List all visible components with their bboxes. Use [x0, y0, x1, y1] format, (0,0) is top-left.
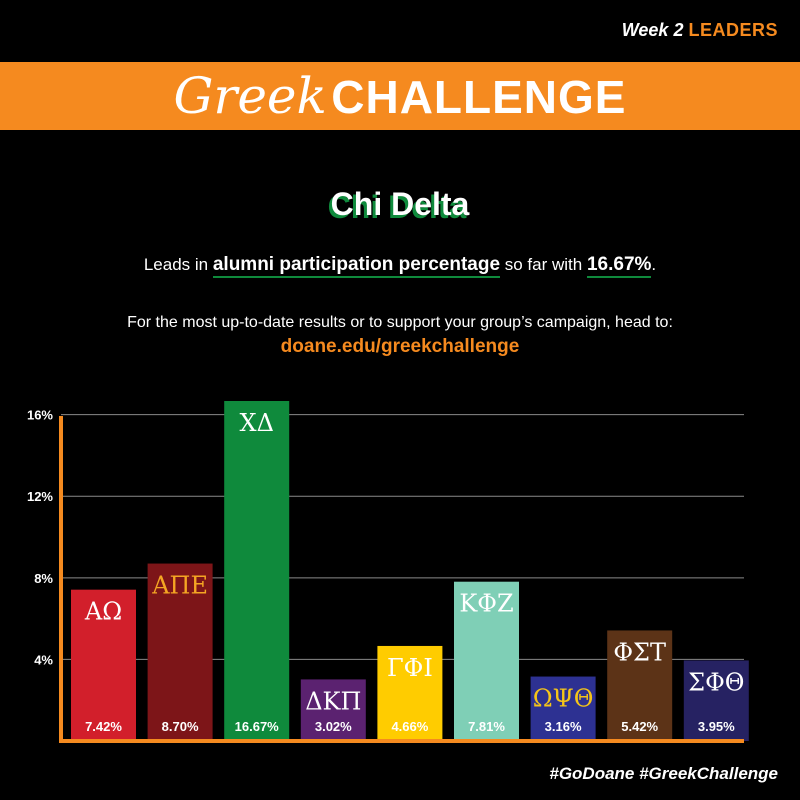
category-label: ΧΔ — [239, 409, 273, 437]
bar — [300, 679, 366, 741]
bar-chart: 4% 8% 12% 16% ΑΩ 7.42% ΑΠΕ 8.70% ΧΔ 16.67% ΔΚΠ 3.02… — [27, 401, 749, 743]
data-label: 7.81% — [468, 719, 505, 734]
title-bold: CHALLENGE — [331, 71, 627, 123]
bar — [530, 676, 596, 741]
leaders-label: LEADERS — [688, 20, 778, 40]
category-label: ΓΦΙ — [387, 654, 433, 682]
category-label: ΦΣΤ — [613, 638, 666, 666]
y-tick-label: 16% — [27, 408, 53, 423]
title-banner — [0, 62, 800, 130]
data-label: 8.70% — [162, 719, 199, 734]
data-label: 3.95% — [698, 719, 735, 734]
bar — [683, 660, 749, 741]
leads-statement: Leads in alumni participation percentage… — [0, 254, 800, 278]
y-tick-label: 12% — [27, 489, 53, 504]
bar — [71, 589, 136, 741]
y-tick-label: 4% — [34, 652, 53, 667]
category-label: ΚΦΖ — [459, 590, 513, 618]
data-label: 7.42% — [85, 719, 122, 734]
leads-suffix: . — [651, 255, 657, 274]
bar — [147, 563, 213, 741]
bar — [454, 581, 519, 741]
page-title: Greek CHALLENGE — [0, 62, 800, 130]
data-label: 4.66% — [391, 719, 428, 734]
campaign-link[interactable]: doane.edu/greekchallenge — [280, 336, 520, 357]
category-label: ΑΠΕ — [151, 572, 208, 600]
category-label: ΣΦΘ — [688, 668, 744, 696]
data-label: 3.16% — [545, 719, 582, 734]
week-number: Week 2 — [621, 20, 684, 40]
week-label: Week 2 LEADERS — [622, 20, 778, 41]
data-label: 16.67% — [235, 719, 280, 734]
leads-middle: so far with — [504, 255, 583, 274]
y-tick-label: 8% — [34, 571, 53, 586]
title-script: Greek — [173, 67, 327, 125]
leads-prefix: Leads in — [143, 255, 209, 274]
leads-value: 16.67% — [586, 254, 652, 278]
data-label: 3.02% — [315, 719, 352, 734]
hashtags: #GoDoane #GreekChallenge — [549, 764, 778, 783]
leads-metric: alumni participation percentage — [212, 254, 501, 278]
category-label: ΑΩ — [84, 598, 122, 626]
data-label: 5.42% — [621, 719, 658, 734]
category-label: ΩΨΘ — [533, 685, 594, 713]
category-label: ΔΚΠ — [305, 687, 361, 715]
bar — [607, 630, 673, 741]
bar — [377, 645, 443, 741]
leader-name: Chi Delta — [330, 186, 470, 222]
bar — [224, 401, 290, 741]
info-text: For the most up-to-date results or to su… — [127, 314, 673, 331]
